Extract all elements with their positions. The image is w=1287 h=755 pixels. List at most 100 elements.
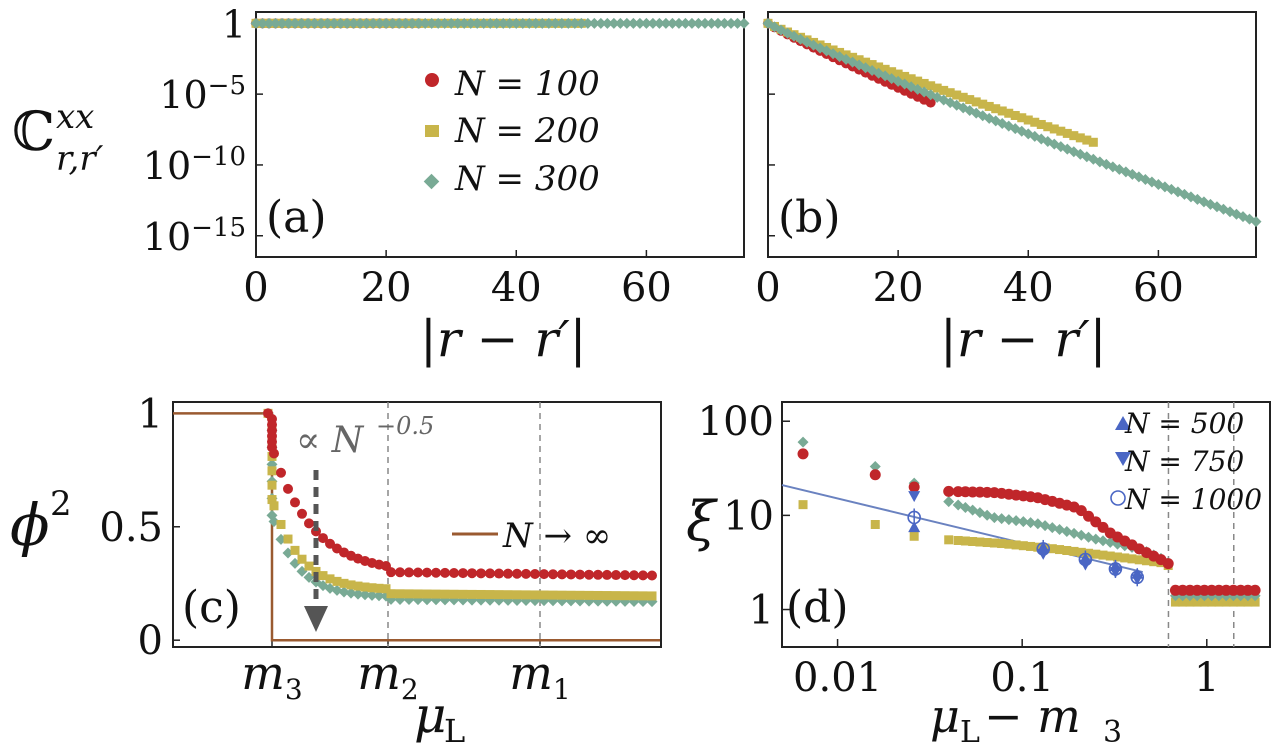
point-n200 xyxy=(353,581,363,591)
point-n100 xyxy=(422,567,432,578)
point-n200 xyxy=(367,583,377,593)
panel-d-y-label: ξ xyxy=(686,490,718,553)
point-n100 xyxy=(629,570,639,581)
point-n300 xyxy=(595,17,607,29)
point-n200 xyxy=(332,576,342,586)
point-n200 xyxy=(494,590,504,600)
point-n200 xyxy=(449,589,459,599)
point-n200 xyxy=(395,589,405,599)
point-n200 xyxy=(267,466,277,476)
point-n200 xyxy=(1127,554,1137,564)
point-n100 xyxy=(304,518,314,529)
panel-a-x-label: |r − r′| xyxy=(420,310,587,368)
point-n200 xyxy=(404,589,414,599)
point-n200 xyxy=(458,589,468,599)
legend-label-n200: N = 200 xyxy=(454,111,600,151)
point-n200 xyxy=(629,591,639,601)
point-n200 xyxy=(1056,126,1066,136)
scaling-annotation: ∝ N −0.5 xyxy=(296,412,434,632)
point-n300 xyxy=(400,17,412,29)
point-n100 xyxy=(325,538,335,549)
point-n200 xyxy=(1192,597,1202,607)
point-n300 xyxy=(679,17,691,29)
point-n300 xyxy=(621,17,633,29)
point-n200 xyxy=(512,590,522,600)
point-n200 xyxy=(1004,108,1014,118)
point-n100 xyxy=(413,567,423,578)
point-n750 xyxy=(1109,567,1122,579)
point-n300 xyxy=(530,17,542,29)
point-n300 xyxy=(699,17,711,29)
point-n300 xyxy=(439,17,451,29)
legend-marker-n1000 xyxy=(1110,490,1126,506)
point-n300 xyxy=(523,17,535,29)
point-n300 xyxy=(406,17,418,29)
point-n200 xyxy=(952,90,962,100)
panel-c-marks xyxy=(173,407,660,642)
point-n200 xyxy=(975,537,985,547)
point-n300 xyxy=(556,17,568,29)
point-n200 xyxy=(1120,553,1130,563)
point-n200 xyxy=(997,106,1007,116)
point-n200 xyxy=(1098,550,1108,560)
point-n300 xyxy=(569,17,581,29)
point-n200 xyxy=(1043,122,1053,132)
point-n300 xyxy=(1003,514,1015,526)
point-n750 xyxy=(908,491,921,503)
d-mu-subscript: L xyxy=(960,715,980,750)
point-n200 xyxy=(1004,539,1014,549)
legend-label-ninf: N → ∞ xyxy=(502,516,611,556)
point-n300 xyxy=(335,17,347,29)
point-n200 xyxy=(1011,540,1021,550)
point-n100 xyxy=(908,481,920,493)
legend-a: N = 100 N = 200 N = 300 xyxy=(423,64,600,199)
point-n200 xyxy=(1026,541,1036,551)
point-n200 xyxy=(440,589,450,599)
point-n300 xyxy=(361,17,373,29)
point-n200 xyxy=(374,583,384,593)
legend-label-n100: N = 100 xyxy=(454,64,600,104)
point-n200 xyxy=(647,591,657,601)
panel-c-y-label: ϕ 2 xyxy=(10,484,72,559)
point-n100 xyxy=(566,569,576,580)
point-n300 xyxy=(328,17,340,29)
point-n200 xyxy=(1091,549,1101,559)
point-n300 xyxy=(283,17,295,29)
point-n200 xyxy=(1076,547,1086,557)
point-n300 xyxy=(943,496,955,508)
point-n100 xyxy=(539,569,549,580)
legend-marker-n200 xyxy=(425,125,439,137)
point-n100 xyxy=(290,497,300,508)
point-n200 xyxy=(971,97,981,107)
point-n300 xyxy=(536,17,548,29)
point-n300 xyxy=(614,17,626,29)
point-n100 xyxy=(530,569,540,580)
point-n100 xyxy=(297,508,307,519)
point-n200 xyxy=(1178,597,1188,607)
y-tick-label: 10 xyxy=(723,493,774,539)
point-n200 xyxy=(584,590,594,600)
panel-a-y-label: ℂ xx r,r′ xyxy=(12,97,104,179)
y-tick-label: 0 xyxy=(138,618,163,664)
point-n200 xyxy=(932,83,942,93)
point-n300 xyxy=(471,17,483,29)
mu-symbol: μ xyxy=(414,686,447,744)
x-tick-label: 0.01 xyxy=(793,655,882,701)
y-tick-label: 1 xyxy=(749,588,774,634)
legend-label-n500: N = 500 xyxy=(1124,407,1244,440)
y-tick-label: 10−15 xyxy=(143,213,246,259)
point-n200 xyxy=(1170,597,1180,607)
x-tick-label: 20 xyxy=(361,265,412,311)
point-n200 xyxy=(906,74,916,84)
point-n200 xyxy=(311,566,321,576)
point-n200 xyxy=(953,535,963,545)
point-n100 xyxy=(943,485,955,497)
point-n200 xyxy=(1069,131,1079,141)
panel-d-label: (d) xyxy=(786,582,849,633)
point-n200 xyxy=(267,495,277,505)
point-n200 xyxy=(1088,137,1098,147)
point-n200 xyxy=(982,538,992,548)
point-n200 xyxy=(521,590,531,600)
point-n200 xyxy=(874,62,884,72)
point-n200 xyxy=(1082,135,1092,145)
